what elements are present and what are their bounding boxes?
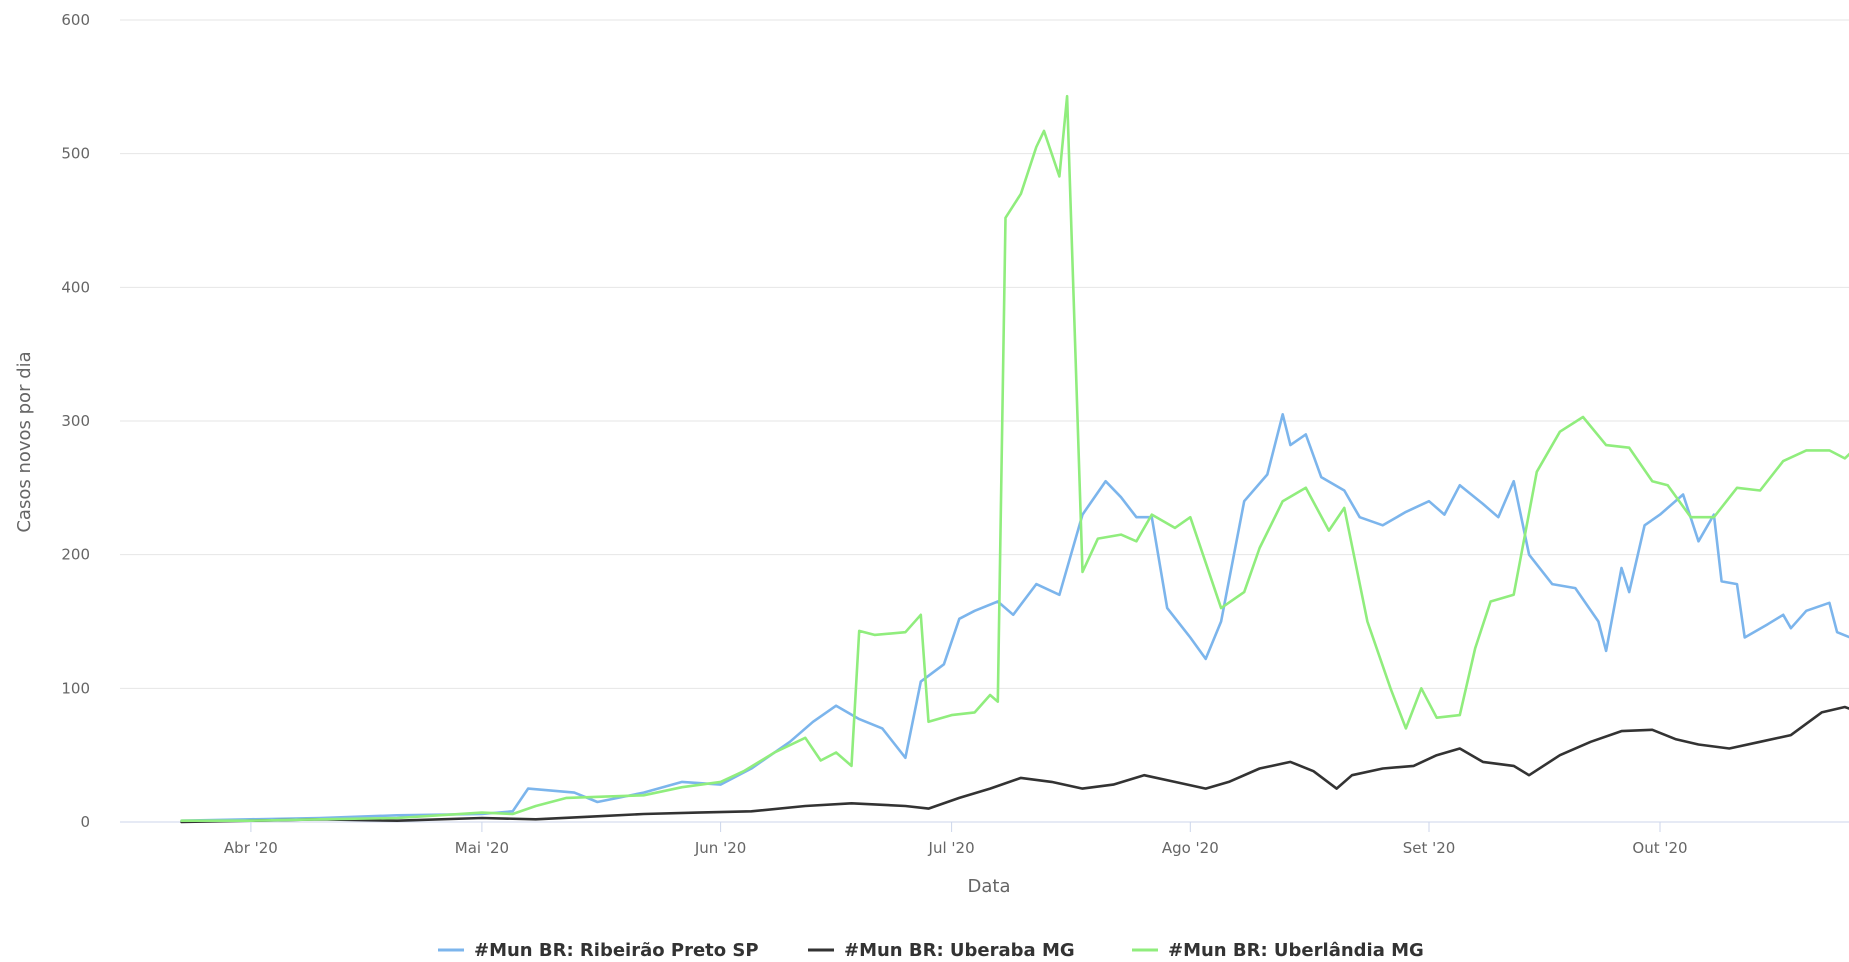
legend-label[interactable]: #Mun BR: Ribeirão Preto SP [474,940,759,961]
legend: #Mun BR: Ribeirão Preto SP #Mun BR: Ubera… [438,940,1424,961]
series-line-2 [180,705,1849,824]
y-tick-label: 400 [61,278,90,296]
y-tick-label: 200 [61,546,90,564]
x-tick-label: Mai '20 [455,839,509,857]
y-tick-label: 300 [61,412,90,430]
series-line-1 [180,412,1849,823]
x-tick-label: Jun '20 [694,839,746,857]
y-axis-title: Casos novos por dia [14,351,35,532]
grid-lines [120,19,1849,689]
x-tick-label: Out '20 [1632,839,1687,857]
y-tick-label: 100 [61,679,90,697]
y-tick-label: 0 [80,813,90,831]
y-axis-ticks: 0 100 200 300 400 500 600 [61,11,90,831]
y-tick-label: 600 [61,11,90,29]
legend-label[interactable]: #Mun BR: Uberaba MG [844,940,1075,961]
x-axis-title: Data [968,876,1011,897]
series-line-3 [180,94,1849,823]
x-tick-label: Abr '20 [224,839,278,857]
x-tick-label: Ago '20 [1162,839,1219,857]
series-lines [180,94,1849,824]
x-axis-ticks: Abr '20 Mai '20 Jun '20 Jul '20 Ago '20 Set '… [224,822,1688,857]
y-tick-label: 500 [61,145,90,163]
x-tick-label: Set '20 [1403,839,1456,857]
legend-label[interactable]: #Mun BR: Uberlândia MG [1168,940,1424,961]
x-tick-label: Jul '20 [928,839,975,857]
